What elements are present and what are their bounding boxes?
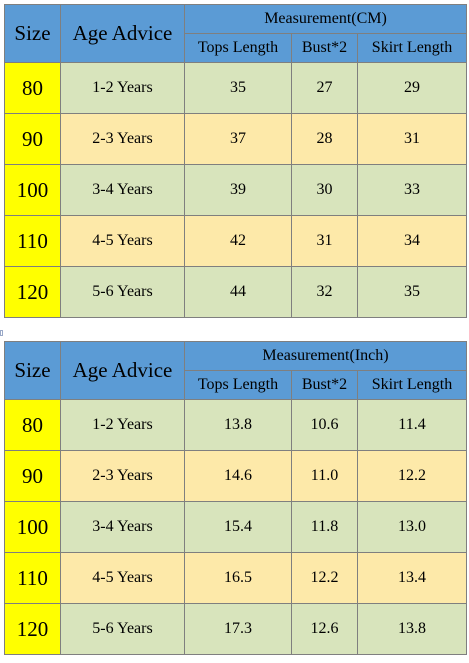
tops-length-cell: 39 <box>184 164 292 216</box>
size-cell: 120 <box>4 266 61 318</box>
tops-length-cell: 14.6 <box>184 450 292 502</box>
tops-length-cell: 15.4 <box>184 501 292 553</box>
table-row: 120 5-6 Years 17.3 12.6 13.8 <box>4 603 467 655</box>
bust-cell: 12.6 <box>291 603 358 655</box>
table-row: 100 3-4 Years 39 30 33 <box>4 164 468 216</box>
tops-length-cell: 42 <box>184 215 292 267</box>
size-cell: 90 <box>4 450 61 502</box>
table-row: 90 2-3 Years 14.6 11.0 12.2 <box>4 450 467 502</box>
bust-cell: 11.0 <box>291 450 358 502</box>
size-header: Size <box>4 4 61 63</box>
skirt-length-cell: 13.8 <box>357 603 467 655</box>
age-cell: 1-2 Years <box>60 62 185 114</box>
bust-cell: 32 <box>291 266 358 318</box>
age-advice-header: Age Advice <box>60 4 185 63</box>
size-cell: 100 <box>4 164 61 216</box>
skirt-length-header: Skirt Length <box>356 33 468 63</box>
table-row: 80 1-2 Years 13.8 10.6 11.4 <box>4 399 467 451</box>
table-row: 110 4-5 Years 42 31 34 <box>4 215 468 267</box>
size-cell: 110 <box>4 215 61 267</box>
bust-cell: 12.2 <box>291 552 358 604</box>
skirt-length-cell: 34 <box>356 215 468 267</box>
size-cell: 120 <box>4 603 61 655</box>
size-cell: 110 <box>4 552 61 604</box>
skirt-length-cell: 12.2 <box>357 450 467 502</box>
size-cell: 80 <box>4 62 61 114</box>
bust-cell: 28 <box>291 113 358 165</box>
measurement-cm-header: Measurement(CM) <box>183 4 468 34</box>
age-cell: 2-3 Years <box>60 450 185 502</box>
size-chart-cm-table: Size Age Advice Measurement(CM) Tops Len… <box>4 4 468 318</box>
size-cell: 100 <box>4 501 61 553</box>
table-row: 110 4-5 Years 16.5 12.2 13.4 <box>4 552 467 604</box>
bust-cell: 11.8 <box>291 501 358 553</box>
age-cell: 4-5 Years <box>60 552 185 604</box>
tops-length-cell: 17.3 <box>184 603 292 655</box>
bust-cell: 27 <box>291 62 358 114</box>
bust-header: Bust*2 <box>291 370 358 400</box>
size-cell: 90 <box>4 113 61 165</box>
size-cell: 80 <box>4 399 61 451</box>
tops-length-header: Tops Length <box>184 370 292 400</box>
bust-header: Bust*2 <box>291 33 358 63</box>
age-cell: 3-4 Years <box>60 164 185 216</box>
tops-length-header: Tops Length <box>184 33 292 63</box>
table-row: 100 3-4 Years 15.4 11.8 13.0 <box>4 501 467 553</box>
table-row: 90 2-3 Years 37 28 31 <box>4 113 468 165</box>
skirt-length-cell: 31 <box>356 113 468 165</box>
skirt-length-cell: 35 <box>356 266 468 318</box>
tops-length-cell: 37 <box>184 113 292 165</box>
skirt-length-cell: 13.4 <box>357 552 467 604</box>
measurement-inch-header: Measurement(Inch) <box>184 341 467 371</box>
skirt-length-header: Skirt Length <box>357 370 467 400</box>
tops-length-cell: 16.5 <box>184 552 292 604</box>
age-cell: 4-5 Years <box>60 215 185 267</box>
age-cell: 3-4 Years <box>60 501 185 553</box>
skirt-length-cell: 13.0 <box>357 501 467 553</box>
size-header: Size <box>4 341 61 400</box>
age-cell: 1-2 Years <box>60 399 185 451</box>
tops-length-cell: 44 <box>184 266 292 318</box>
age-advice-header: Age Advice <box>60 341 185 400</box>
skirt-length-cell: 33 <box>356 164 468 216</box>
age-cell: 5-6 Years <box>60 266 185 318</box>
tops-length-cell: 35 <box>184 62 292 114</box>
bust-cell: 31 <box>291 215 358 267</box>
table-row: 80 1-2 Years 35 27 29 <box>4 62 468 114</box>
selection-marker <box>0 330 3 336</box>
skirt-length-cell: 11.4 <box>357 399 467 451</box>
skirt-length-cell: 29 <box>356 62 468 114</box>
bust-cell: 10.6 <box>291 399 358 451</box>
age-cell: 2-3 Years <box>60 113 185 165</box>
tops-length-cell: 13.8 <box>184 399 292 451</box>
table-row: 120 5-6 Years 44 32 35 <box>4 266 468 318</box>
bust-cell: 30 <box>291 164 358 216</box>
age-cell: 5-6 Years <box>60 603 185 655</box>
size-chart-inch-table: Size Age Advice Measurement(Inch) Tops L… <box>4 341 467 655</box>
